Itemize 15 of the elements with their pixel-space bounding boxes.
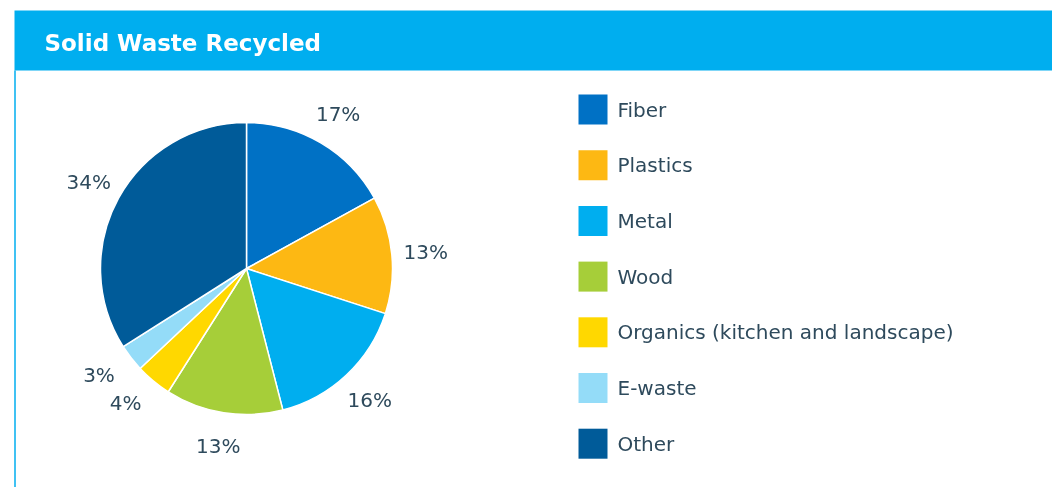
legend-label: Wood [617, 264, 674, 289]
data-label: 13% [196, 434, 241, 459]
legend-label: Organics (kitchen and landscape) [617, 320, 954, 345]
chart-title: Solid Waste Recycled [44, 29, 321, 56]
data-label: 16% [347, 387, 392, 412]
data-label: 34% [66, 169, 111, 194]
legend-label: Fiber [617, 97, 668, 122]
data-label: 17% [315, 101, 361, 126]
data-label: 13% [403, 239, 448, 264]
legend-label: E-waste [617, 376, 697, 400]
legend-label: Metal [617, 208, 673, 233]
data-label: 4% [109, 390, 142, 415]
legend-label: Plastics [617, 153, 693, 178]
legend-label: Other [617, 431, 676, 456]
data-label: 3% [83, 363, 115, 388]
